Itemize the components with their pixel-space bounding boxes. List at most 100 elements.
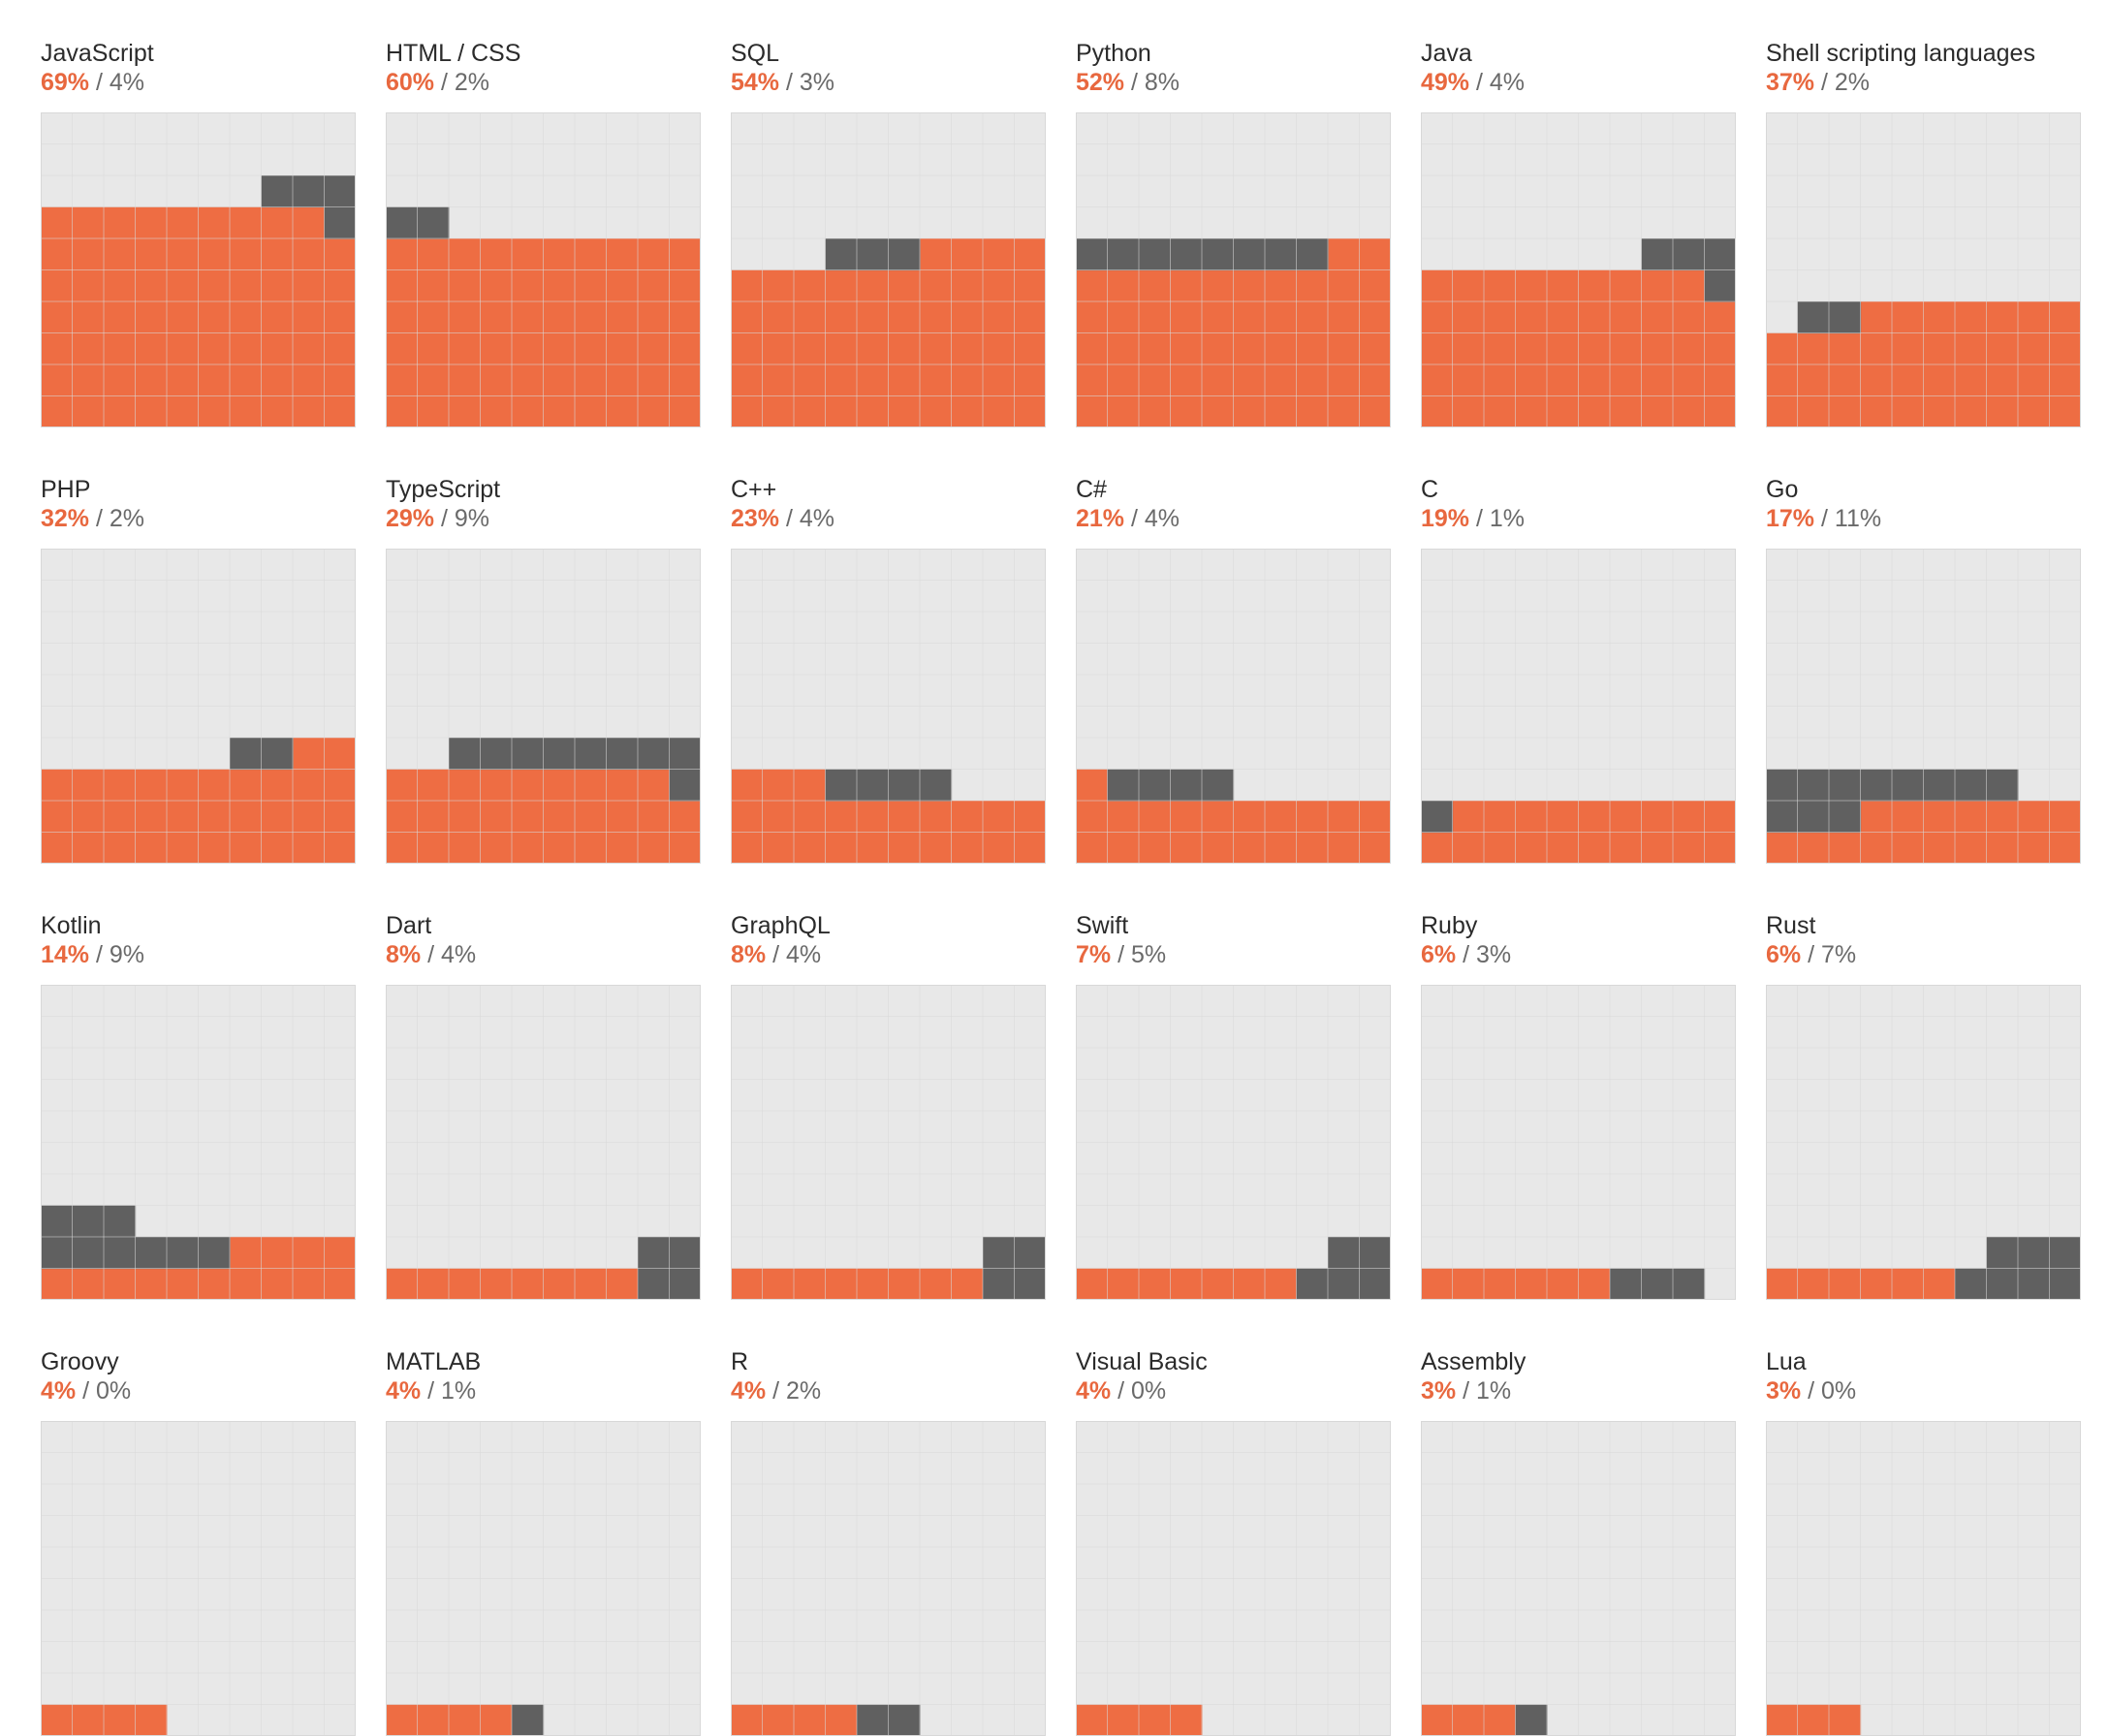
waffle-cell-secondary xyxy=(1829,301,1861,333)
waffle-cell-primary xyxy=(826,333,858,365)
waffle-cell-primary xyxy=(794,301,826,333)
language-name: C++ xyxy=(731,475,776,504)
waffle-cell-primary xyxy=(41,1705,73,1736)
primary-percent: 7% xyxy=(1076,941,1111,968)
waffle-cell-primary xyxy=(544,364,576,396)
waffle-cell-secondary xyxy=(1987,1269,2019,1301)
waffle-cell-primary xyxy=(1642,270,1674,302)
waffle-cell-secondary xyxy=(1328,1237,1360,1269)
waffle-cell-primary xyxy=(104,301,136,333)
waffle-cell-primary xyxy=(167,238,199,270)
percent-separator: / xyxy=(786,505,793,532)
language-name: HTML / CSS xyxy=(386,39,520,68)
waffle-cell-primary xyxy=(73,396,105,428)
waffle-grid xyxy=(1076,1421,1391,1736)
waffle-cell-primary xyxy=(1171,301,1203,333)
waffle-cell-primary xyxy=(2018,801,2050,833)
waffle-grid xyxy=(386,985,701,1300)
waffle-cell-primary xyxy=(230,333,262,365)
waffle-cell-primary xyxy=(731,801,763,833)
waffle-cell-primary xyxy=(1171,1705,1203,1736)
waffle-cell-primary xyxy=(1265,301,1297,333)
waffle-cell-primary xyxy=(1579,270,1611,302)
waffle-cell-primary xyxy=(325,333,357,365)
waffle-cell-primary xyxy=(418,801,450,833)
waffle-cell-primary xyxy=(136,238,168,270)
waffle-cell-primary xyxy=(1484,364,1516,396)
language-name: C xyxy=(1421,475,1438,504)
waffle-cell-primary xyxy=(1547,270,1579,302)
language-name: R xyxy=(731,1347,748,1376)
percent-separator: / xyxy=(786,69,793,96)
waffle-cell-primary xyxy=(386,833,418,865)
waffle-cell-secondary xyxy=(262,175,294,207)
waffle-cell-primary xyxy=(1484,333,1516,365)
waffle-cell-primary xyxy=(952,1269,984,1301)
waffle-cell-primary xyxy=(104,238,136,270)
waffle-cell-primary xyxy=(1705,833,1737,865)
waffle-cell-primary xyxy=(1421,364,1453,396)
waffle-cell-primary xyxy=(262,207,294,239)
waffle-cell-primary xyxy=(1610,364,1642,396)
percent-separator: / xyxy=(1821,69,1828,96)
waffle-cell-primary xyxy=(230,1237,262,1269)
waffle-cell-primary xyxy=(481,238,513,270)
waffle-cell-primary xyxy=(607,770,639,802)
percent-line: 49% / 4% xyxy=(1421,68,1525,97)
waffle-cell-secondary xyxy=(481,738,513,770)
waffle-cell-primary xyxy=(262,770,294,802)
primary-percent: 17% xyxy=(1766,505,1814,532)
waffle-cell-primary xyxy=(325,364,357,396)
secondary-percent: 3% xyxy=(1476,941,1511,968)
waffle-grid xyxy=(386,549,701,864)
waffle-cell-primary xyxy=(1139,801,1171,833)
waffle-cell-primary xyxy=(575,801,607,833)
waffle-cell-primary xyxy=(2018,333,2050,365)
waffle-cell-primary xyxy=(1829,333,1861,365)
waffle-cell-primary xyxy=(262,1237,294,1269)
waffle-cell-secondary xyxy=(199,1237,231,1269)
waffle-cell-primary xyxy=(1516,833,1548,865)
waffle-cell-primary xyxy=(1234,364,1266,396)
waffle-cell-primary xyxy=(512,833,544,865)
waffle-cell-primary xyxy=(136,1705,168,1736)
waffle-cell-secondary xyxy=(1171,238,1203,270)
waffle-cell-primary xyxy=(1516,1269,1548,1301)
waffle-cell-primary xyxy=(1673,801,1705,833)
waffle-cell-primary xyxy=(1516,801,1548,833)
waffle-cell-primary xyxy=(1610,833,1642,865)
waffle-cell-primary xyxy=(167,396,199,428)
waffle-cell-primary xyxy=(418,301,450,333)
percent-line: 6% / 7% xyxy=(1766,940,1856,969)
waffle-cell-primary xyxy=(1798,1269,1830,1301)
waffle-cell-primary xyxy=(607,270,639,302)
waffle-cell-primary xyxy=(1234,1269,1266,1301)
percent-line: 3% / 1% xyxy=(1421,1376,1511,1405)
waffle-cell-secondary xyxy=(1202,770,1234,802)
waffle-cell-primary xyxy=(1955,364,1987,396)
waffle-cell-primary xyxy=(262,833,294,865)
waffle-cell-primary xyxy=(449,270,481,302)
waffle-cell-primary xyxy=(1171,396,1203,428)
waffle-cell-secondary xyxy=(104,1237,136,1269)
waffle-cell-primary xyxy=(983,238,1015,270)
waffle-cell-secondary xyxy=(983,1269,1015,1301)
waffle-cell-primary xyxy=(73,301,105,333)
waffle-cell-secondary xyxy=(889,770,921,802)
waffle-cell-primary xyxy=(826,833,858,865)
waffle-cell-primary xyxy=(41,833,73,865)
waffle-cell-primary xyxy=(1987,396,2019,428)
waffle-cell-primary xyxy=(418,1705,450,1736)
waffle-cell-primary xyxy=(1861,333,1893,365)
waffle-cell-primary xyxy=(167,770,199,802)
waffle-cell-secondary xyxy=(1234,238,1266,270)
waffle-cell-primary xyxy=(2050,364,2082,396)
waffle-cell-secondary xyxy=(418,207,450,239)
waffle-cell-primary xyxy=(1328,801,1360,833)
waffle-cell-secondary xyxy=(1108,238,1140,270)
waffle-cell-primary xyxy=(41,207,73,239)
waffle-cell-primary xyxy=(1924,801,1956,833)
waffle-cell-primary xyxy=(1705,364,1737,396)
